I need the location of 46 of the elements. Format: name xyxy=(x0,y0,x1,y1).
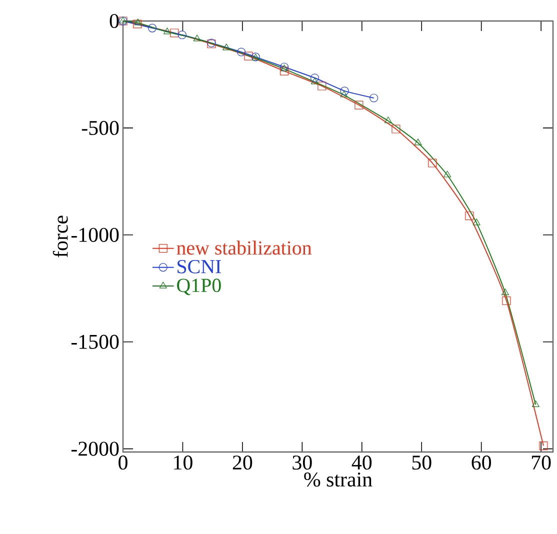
point xyxy=(444,170,452,178)
x-tick-label: 40 xyxy=(352,456,372,470)
x-tick-label: 30 xyxy=(292,456,312,470)
y-tick-label: -2000 xyxy=(71,442,119,456)
legend-label: SCNI xyxy=(178,260,221,274)
point xyxy=(392,124,400,134)
point xyxy=(414,138,422,146)
point xyxy=(148,24,157,32)
point xyxy=(370,94,378,102)
y-axis-title: force xyxy=(52,216,68,258)
point xyxy=(163,28,171,34)
x-tick-label: 50 xyxy=(412,456,432,470)
y-tick-label: -1000 xyxy=(71,228,119,242)
point xyxy=(280,66,289,76)
point xyxy=(501,288,509,296)
point xyxy=(465,212,474,220)
point xyxy=(472,218,480,226)
point xyxy=(133,20,142,28)
point xyxy=(236,48,246,56)
point xyxy=(384,116,392,124)
point xyxy=(193,34,201,42)
y-tick-label: 0 xyxy=(110,14,119,28)
point xyxy=(318,82,326,90)
point xyxy=(532,400,540,408)
y-tick-label: -1500 xyxy=(71,334,119,349)
point xyxy=(340,90,348,98)
point xyxy=(244,52,253,60)
point xyxy=(222,44,230,50)
point xyxy=(170,28,179,38)
point xyxy=(310,78,318,84)
point xyxy=(502,296,511,306)
point xyxy=(354,100,364,110)
point xyxy=(178,30,186,40)
point xyxy=(340,86,349,96)
x-tick-label: 60 xyxy=(472,456,492,470)
x-tick-label: 10 xyxy=(174,456,192,470)
legend-label: Q1P0 xyxy=(177,278,221,296)
point xyxy=(310,74,319,82)
point xyxy=(134,18,142,26)
point xyxy=(539,442,548,450)
x-tick-label: 20 xyxy=(232,456,252,470)
point xyxy=(428,158,437,168)
x-axis-title: % strain xyxy=(304,472,372,487)
x-tick-label: 70 xyxy=(532,456,551,470)
y-tick-label: -500 xyxy=(82,120,119,135)
legend-label: new stabilization xyxy=(176,240,312,255)
